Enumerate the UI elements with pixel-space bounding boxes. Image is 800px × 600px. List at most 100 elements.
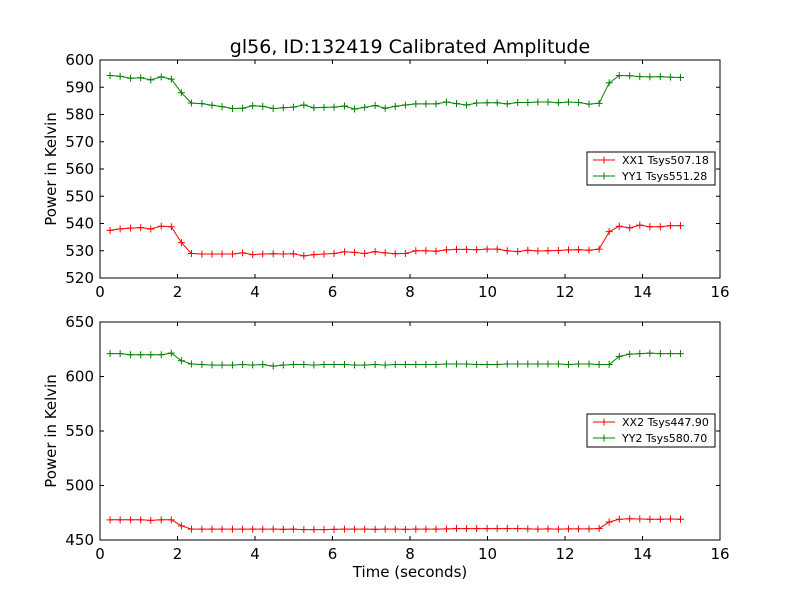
bottom-plot-series-yy2-point xyxy=(564,361,572,369)
bottom-plot-series-xx2-point xyxy=(208,525,216,533)
bottom-plot-series-xx2-point xyxy=(442,525,450,533)
top-plot-ytick-label: 560 xyxy=(65,160,94,178)
top-plot-series-yy1-point xyxy=(177,89,185,97)
top-plot-series-yy1-point xyxy=(218,103,226,111)
bottom-plot: 0 2 4 6 8 10 12 14 16 450 500 550 600 650 Power in Ke… xyxy=(42,313,730,563)
top-plot-ticks: 0 2 4 6 8 10 12 14 16 520 530 540 550 560 570 580 590 600 xyxy=(65,51,729,301)
top-plot-series-yy1-point xyxy=(514,99,522,107)
bottom-plot-series-xx2-point xyxy=(300,526,308,534)
top-plot-series-yy1-point xyxy=(249,102,257,110)
bottom-plot-series-xx2-point xyxy=(422,525,430,533)
top-plot-series-xx1-point xyxy=(310,251,318,259)
top-plot-xtick-label: 16 xyxy=(710,283,729,301)
top-plot-series-xx1-point xyxy=(300,252,308,260)
bottom-plot-series-xx2-point xyxy=(544,525,552,533)
top-plot-ytick-label: 550 xyxy=(65,187,94,205)
bottom-plot-series-yy2-point xyxy=(575,360,583,368)
top-plot-xtick-label: 8 xyxy=(405,283,415,301)
top-plot-series-yy1-point xyxy=(483,99,491,107)
top-plot-xtick-label: 0 xyxy=(95,283,105,301)
bottom-plot-series-yy2-point xyxy=(116,350,124,358)
bottom-plot-series-xx2-point xyxy=(116,516,124,524)
top-plot-series-xx1-point xyxy=(106,226,114,234)
bottom-plot-series-xx2-point xyxy=(259,525,267,533)
top-plot-series-yy1-point xyxy=(361,103,369,111)
top-plot-series-xx1-point xyxy=(116,225,124,233)
bottom-plot-series-xx2-point xyxy=(157,516,165,524)
top-plot-series-xx1-point xyxy=(595,245,603,253)
top-plot-series-yy1-point xyxy=(341,102,349,110)
top-plot: 0 2 4 6 8 10 12 14 16 520 530 540 550 560 570 580 590 600… xyxy=(42,51,730,301)
top-plot-series-xx1-point xyxy=(676,222,684,230)
top-plot-series-yy1-point xyxy=(503,100,511,108)
bottom-plot-series-yy2-point xyxy=(137,351,145,359)
top-plot-series-yy1-point xyxy=(229,105,237,113)
bottom-plot-series-yy2-point xyxy=(503,360,511,368)
bottom-plot-series-yy2-point xyxy=(422,361,430,369)
bottom-plot-series-xx2-point xyxy=(218,525,226,533)
bottom-plot-series-xx2-point xyxy=(605,518,613,526)
top-plot-series-xx1-point xyxy=(666,222,674,230)
bottom-plot-xtick-label: 2 xyxy=(173,545,183,563)
bottom-plot-series-yy2-point xyxy=(544,360,552,368)
bottom-plot-legend-yy2-marker xyxy=(600,434,608,442)
bottom-plot-series-xx2-point xyxy=(412,525,420,533)
top-plot-series-xx1-point xyxy=(391,250,399,258)
bottom-plot-series-yy2-point xyxy=(514,360,522,368)
top-plot-series-xx1-point xyxy=(473,246,481,254)
bottom-plot-legend-yy2-label: YY2 Tsys580.70 xyxy=(621,432,707,445)
bottom-plot-ylabel: Power in Kelvin xyxy=(42,374,60,488)
bottom-plot-series-yy2-point xyxy=(157,351,165,359)
bottom-plot-series-yy2-point xyxy=(147,351,155,359)
bottom-plot-series-xx2-point xyxy=(351,525,359,533)
top-plot-xtick-label: 4 xyxy=(250,283,260,301)
top-plot-series-yy1-point xyxy=(351,105,359,113)
top-plot-series-xx1-point xyxy=(208,250,216,258)
bottom-plot-series-yy2-point xyxy=(259,361,267,369)
bottom-plot-series-xx2-point xyxy=(127,516,135,524)
bottom-plot-series-xx2-point xyxy=(493,525,501,533)
top-plot-series-yy1-point xyxy=(401,101,409,109)
bottom-plot-series-yy2-point xyxy=(218,361,226,369)
bottom-plot-series-yy2-point xyxy=(432,361,440,369)
top-plot-series-yy1-point xyxy=(524,99,532,107)
bottom-plot-ytick-label: 600 xyxy=(65,368,94,386)
bottom-plot-xtick-label: 8 xyxy=(405,545,415,563)
bottom-plot-series-yy2-point xyxy=(554,360,562,368)
top-plot-series-yy1-point xyxy=(412,100,420,108)
top-plot-series-yy1-point xyxy=(666,73,674,81)
bottom-plot-series-xx2-point xyxy=(636,515,644,523)
bottom-plot-series-yy2-point xyxy=(615,352,623,360)
top-plot-series-yy1-point xyxy=(554,99,562,107)
chart-title: gl56, ID:132419 Calibrated Amplitude xyxy=(230,36,590,58)
bottom-plot-series-xx2-point xyxy=(249,525,257,533)
bottom-plot-series-xx2-point xyxy=(239,525,247,533)
bottom-plot-series-xx2-point xyxy=(564,525,572,533)
top-plot-series-xx1-point xyxy=(341,248,349,256)
top-plot-ylabel: Power in Kelvin xyxy=(42,112,60,226)
top-plot-series-xx1-point xyxy=(229,250,237,258)
top-plot-series-xx1-point xyxy=(157,222,165,230)
top-plot-series-xx1-point xyxy=(514,248,522,256)
bottom-plot-series-xx2-point xyxy=(626,515,634,523)
top-plot-series-xx1-point xyxy=(544,247,552,255)
top-plot-series-xx1-point xyxy=(615,222,623,230)
top-plot-series-xx1-point xyxy=(127,224,135,232)
top-plot-series-xx1-point xyxy=(371,248,379,256)
bottom-plot-xtick-label: 12 xyxy=(555,545,574,563)
top-plot-series-yy1-point xyxy=(330,103,338,111)
top-plot-series-xx1-point xyxy=(503,247,511,255)
bottom-plot-series-xx2-point xyxy=(106,516,114,524)
bottom-plot-series-xx2-point xyxy=(534,525,542,533)
bottom-plot-series-xx2-point xyxy=(177,522,185,530)
top-plot-series-yy1-point xyxy=(463,101,471,109)
top-plot-series-yy1-point xyxy=(371,102,379,110)
top-plot-series-yy1-point xyxy=(422,100,430,108)
top-plot-series-xx1-point xyxy=(361,249,369,257)
top-plot-series-yy1-point xyxy=(473,99,481,107)
bottom-plot-series-xx2-point xyxy=(453,525,460,533)
bottom-plot-series-yy2-point xyxy=(626,350,634,358)
bottom-plot-series-yy2-point xyxy=(330,361,338,369)
top-plot-series-yy1-point xyxy=(391,102,399,110)
top-plot-series-xx1-point xyxy=(177,239,185,247)
